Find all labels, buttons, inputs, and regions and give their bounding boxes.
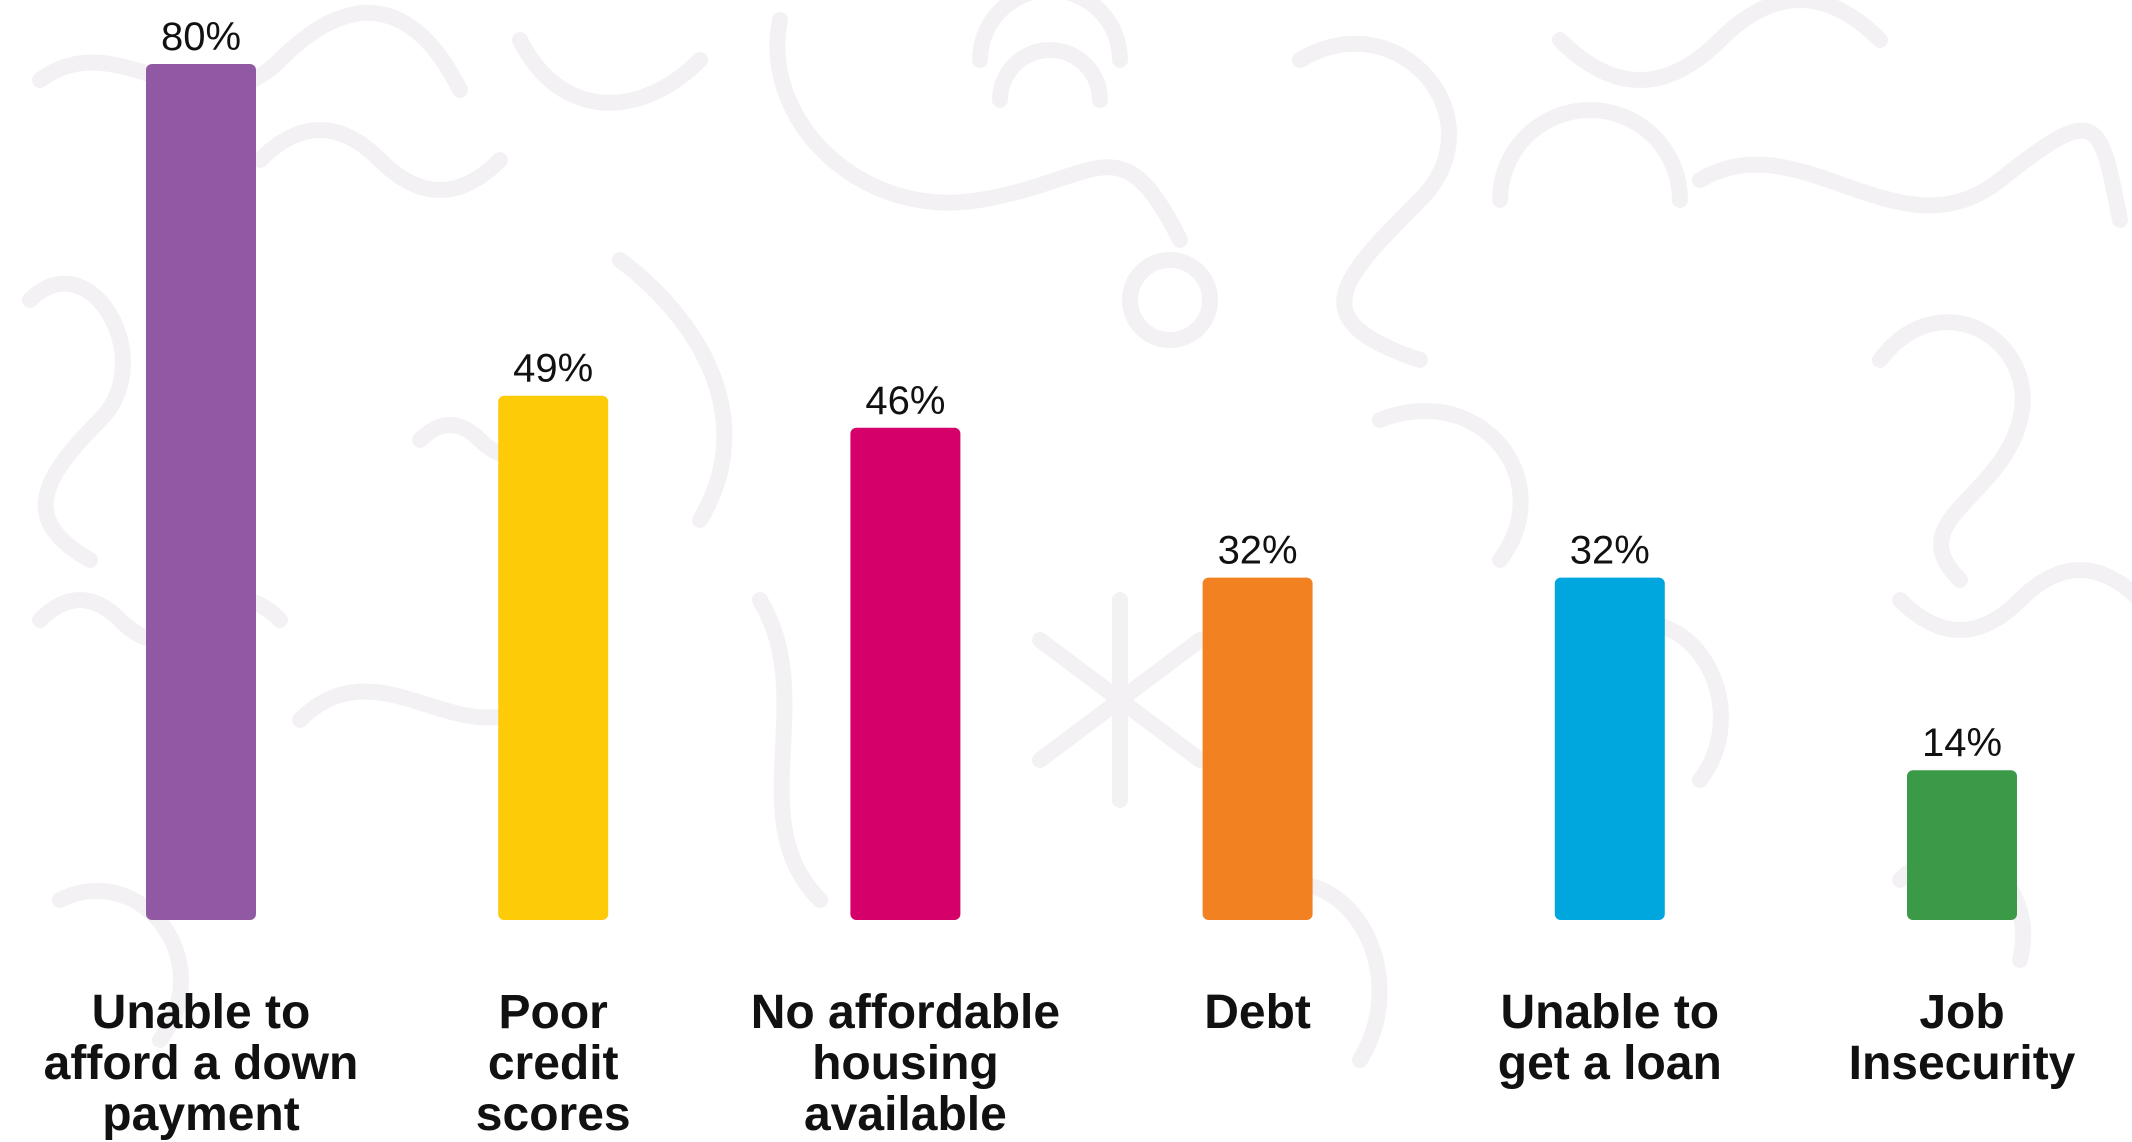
category-label-line: Job <box>1919 986 2004 1039</box>
bar-6 <box>1907 770 2017 920</box>
value-label-3: 46% <box>865 379 945 423</box>
category-label-line: credit <box>488 1037 619 1090</box>
bar-1 <box>146 64 256 920</box>
category-label-5: Unable to get a loan <box>1498 986 1722 1090</box>
category-label-4: Debt <box>1204 986 1311 1039</box>
category-label-line: Poor <box>499 986 608 1039</box>
category-label-line: Insecurity <box>1849 1037 2076 1090</box>
bar-3 <box>850 427 961 920</box>
value-label-1: 80% <box>161 15 241 59</box>
category-label-line: available <box>804 1088 1007 1141</box>
value-label-5: 32% <box>1570 529 1650 573</box>
category-label-line: afford a down <box>44 1037 359 1090</box>
category-label-line: Unable to <box>92 986 311 1039</box>
category-label-line: payment <box>102 1088 299 1141</box>
category-label-6: Job Insecurity <box>1849 986 2076 1090</box>
category-label-line: No affordable <box>751 986 1060 1039</box>
bar-5 <box>1554 577 1665 920</box>
value-label-6: 14% <box>1922 721 2002 765</box>
category-label-3: No affordable housing available <box>751 986 1060 1141</box>
bar-2 <box>498 395 609 920</box>
category-label-line: Debt <box>1204 986 1311 1039</box>
category-label-2: Poor credit scores <box>476 986 631 1141</box>
value-label-4: 32% <box>1218 529 1298 573</box>
category-label-line: Unable to <box>1500 986 1719 1039</box>
category-label-1: Unable to afford a down payment <box>44 986 359 1141</box>
category-label-line: housing <box>812 1037 999 1090</box>
category-label-line: get a loan <box>1498 1037 1722 1090</box>
bar-4 <box>1202 577 1313 920</box>
category-label-line: scores <box>476 1088 631 1141</box>
value-label-2: 49% <box>513 347 593 391</box>
